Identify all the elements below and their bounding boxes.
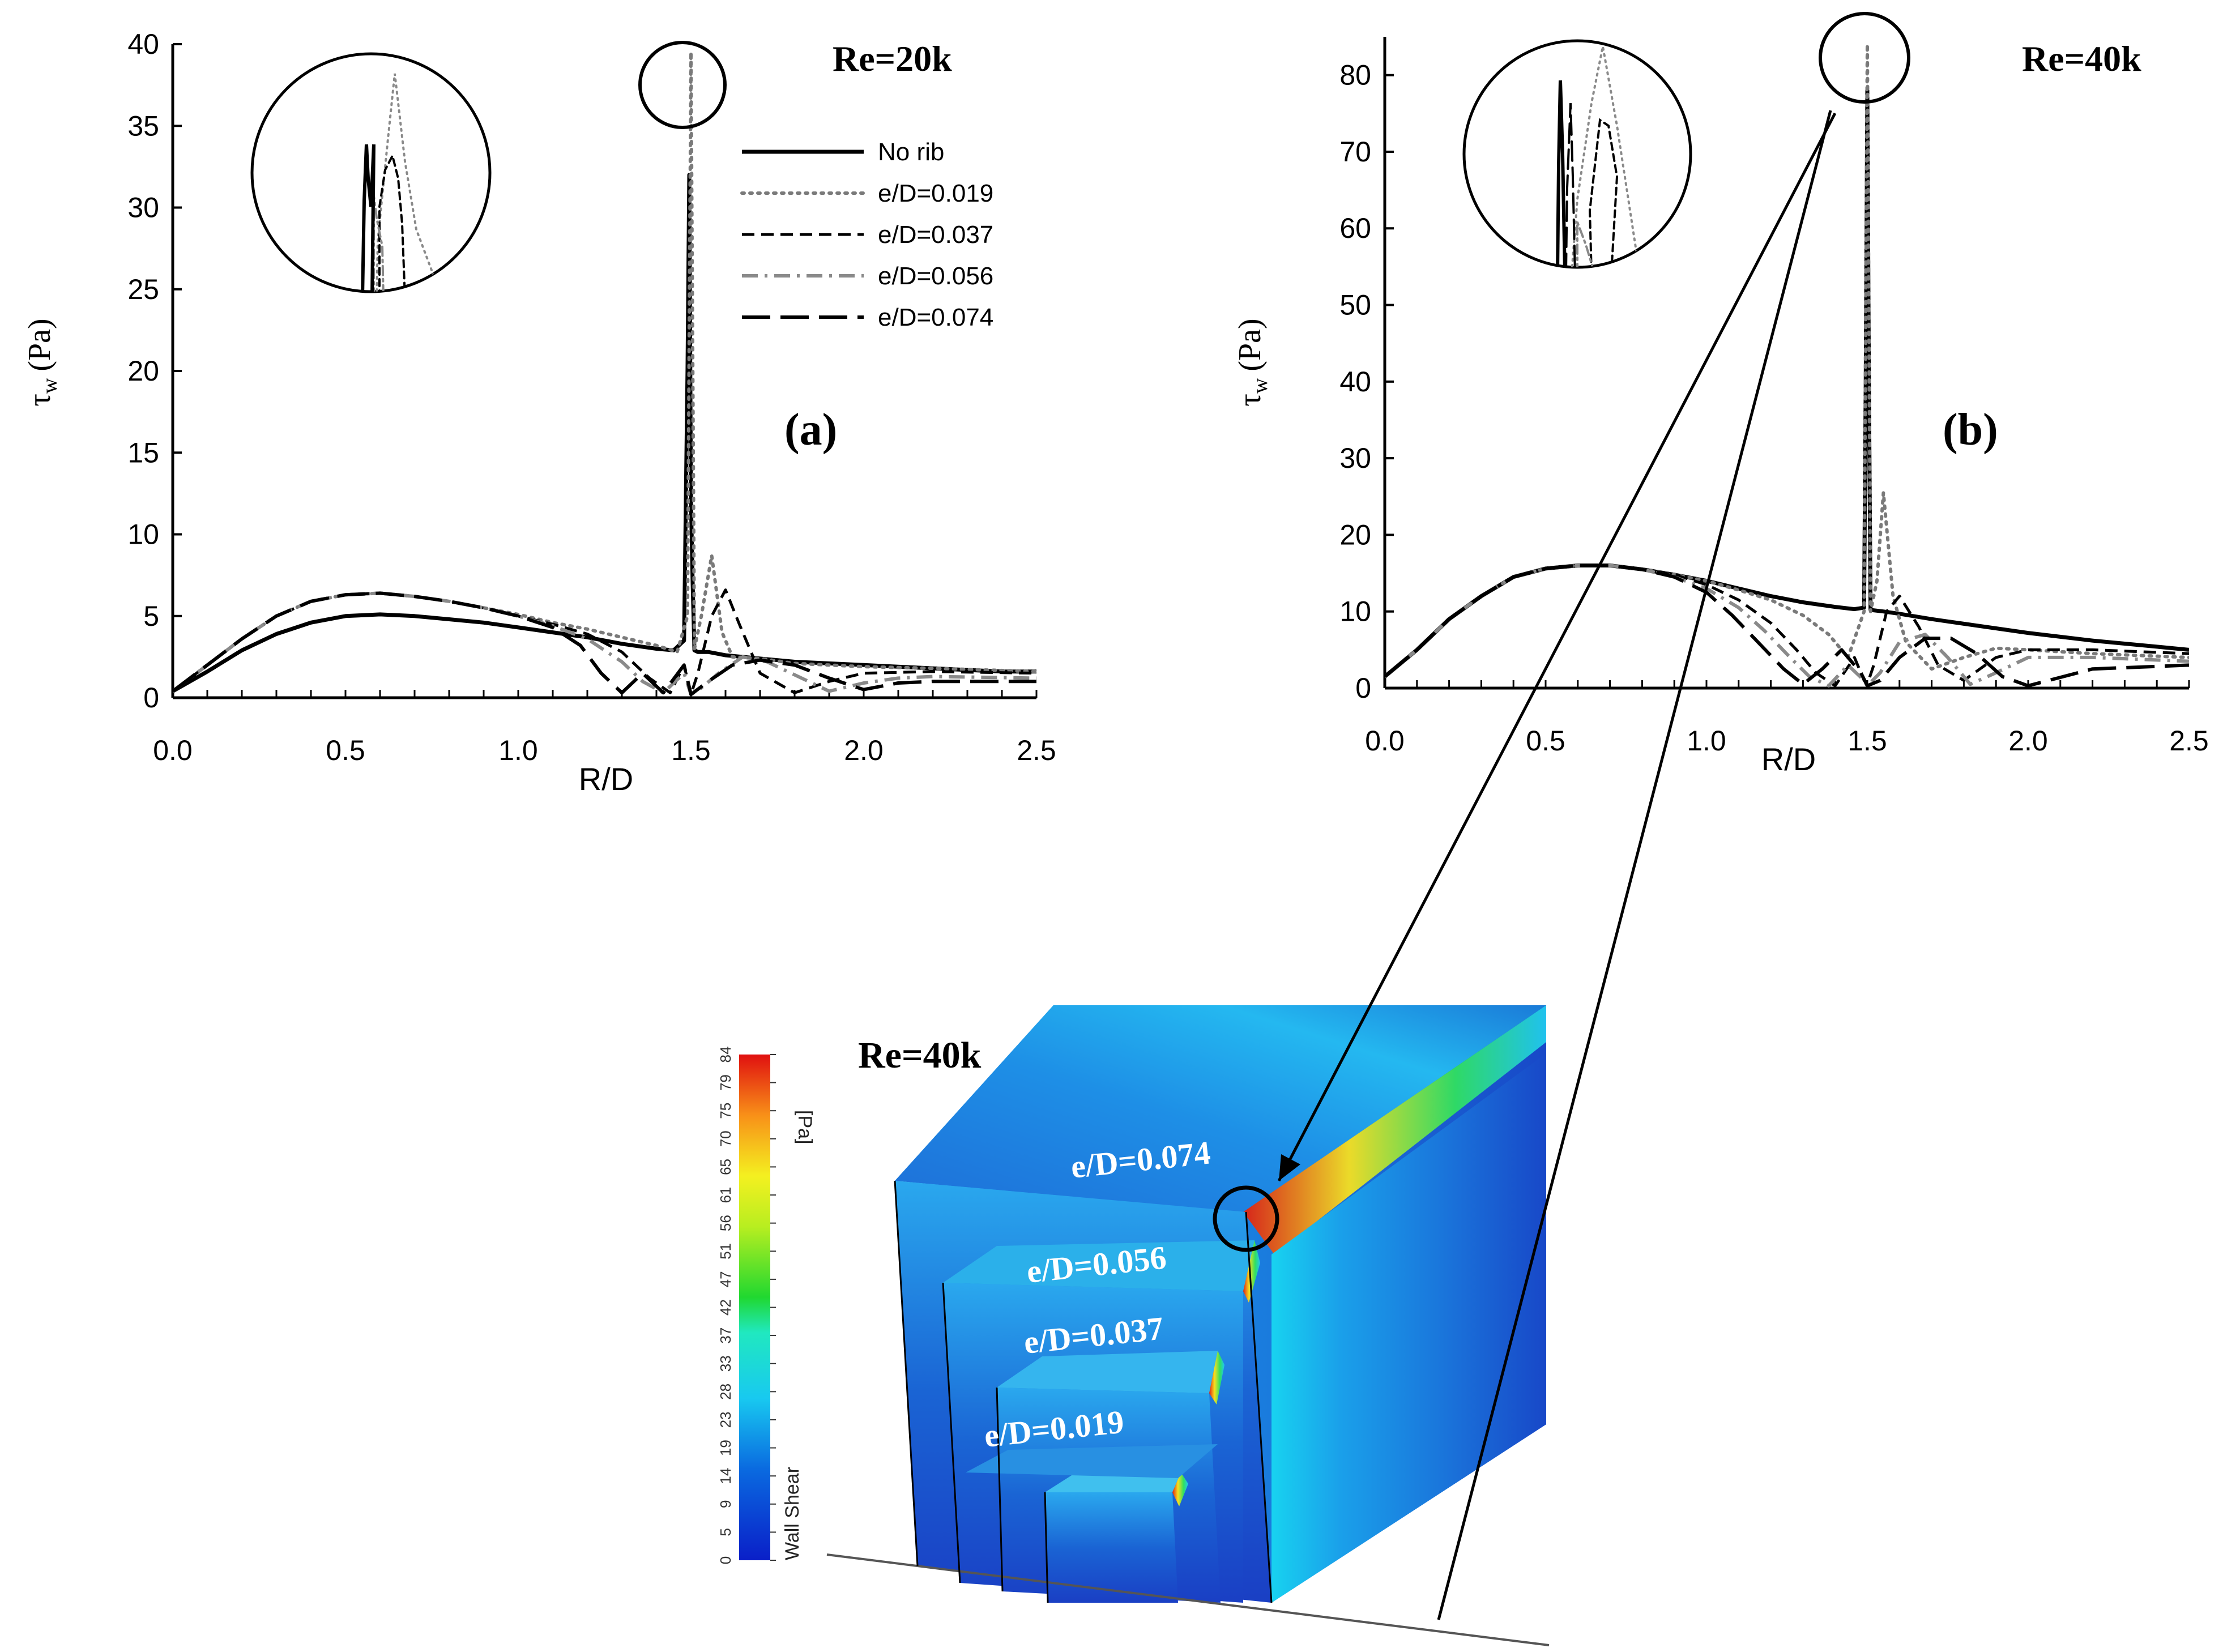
zoom-curve <box>1556 80 1567 267</box>
series-e-d-0-074 <box>1385 564 2189 688</box>
colorbar-tick-label: 70 <box>717 1130 734 1147</box>
zoom-curve <box>361 144 376 292</box>
legend-label: e/D=0.037 <box>878 221 993 249</box>
channel-geometry <box>826 1005 1550 1646</box>
y-tick-label: 40 <box>127 28 159 60</box>
connector-arrows <box>1277 110 1837 1620</box>
arrow-to-inset-bottom <box>1437 110 1832 1620</box>
colorbar-tick-label: 28 <box>717 1384 734 1400</box>
x-tick-label: 2.5 <box>2169 725 2209 757</box>
y-tick-label: 0 <box>1355 672 1371 704</box>
y-tick-label: 30 <box>1339 442 1371 474</box>
y-tick-label: 50 <box>1339 289 1371 321</box>
colorbar-tick-label: 75 <box>717 1103 734 1119</box>
y-tick-label: 25 <box>127 274 159 305</box>
inset-rib-circle <box>1213 1185 1279 1252</box>
panel-b-series <box>1385 42 2189 688</box>
x-tick-label: 1.5 <box>671 735 711 766</box>
x-tick-label: 0.0 <box>1365 725 1405 757</box>
y-tick-label: 40 <box>1339 366 1371 398</box>
panel-b-xlabel: R/D <box>1761 741 1816 777</box>
panel-b-label: (b) <box>1943 405 1998 455</box>
x-tick-label: 2.0 <box>2008 725 2048 757</box>
x-tick-label: 1.0 <box>498 735 538 766</box>
panel-b-zoom-curves <box>1556 46 1641 267</box>
y-tick-label: 5 <box>143 600 159 632</box>
y-tick-label: 30 <box>127 192 159 224</box>
colorbar-unit: [Pa] <box>794 1110 816 1144</box>
x-tick-label: 0.0 <box>153 735 193 766</box>
panel-a-zoom-curves <box>361 73 443 292</box>
arrow-head <box>1279 1154 1300 1181</box>
colorbar-tick-label: 19 <box>717 1440 734 1456</box>
inset-title: Re=40k <box>858 1035 982 1076</box>
colorbar-tick-label: 84 <box>717 1047 734 1063</box>
colorbar-tick-label: 37 <box>717 1327 734 1344</box>
x-tick-label: 1.0 <box>1687 725 1726 757</box>
panel-b-peak-circle <box>1819 12 1910 104</box>
colorbar-tick-label: 14 <box>717 1468 734 1484</box>
y-tick-label: 15 <box>127 437 159 468</box>
series-e-d-0-037 <box>173 588 1036 696</box>
colorbar-tick-label: 23 <box>717 1411 734 1428</box>
colorbar-tick-label: 33 <box>717 1355 734 1372</box>
colorbar-ticks: 0 5 9 14 19 23 28 33 37 42 47 51 56 61 65 70 75 79 84 <box>717 1047 776 1564</box>
panel-b: 0 10 20 30 40 50 60 70 80 0.0 0.5 1.0 1.5 2.0 2.5 Re=4… <box>1232 12 2209 777</box>
colorbar-tick-label: 0 <box>717 1556 734 1564</box>
y-tick-label: 60 <box>1339 212 1371 244</box>
y-tick-label: 10 <box>1339 596 1371 627</box>
zoom-curve <box>378 152 406 292</box>
colorbar-tick-label: 56 <box>717 1215 734 1231</box>
x-tick-label: 2.5 <box>1017 735 1056 766</box>
y-tick-label: 20 <box>127 355 159 387</box>
panel-a-label: (a) <box>784 405 837 455</box>
zoom-curve <box>376 73 443 292</box>
panel-a: 0 5 10 15 20 25 30 35 40 0.0 0.5 1.0 1.5 2.0 2.5 Re=20… <box>22 28 1056 797</box>
colorbar-label: Wall Shear <box>782 1467 803 1560</box>
legend-label: No rib <box>878 138 944 166</box>
panel-b-axes: 0 10 20 30 40 50 60 70 80 0.0 0.5 1.0 1.5 2.0 2.5 <box>1339 37 2209 757</box>
panel-b-title: Re=40k <box>2022 39 2141 79</box>
colorbar-tick-label: 42 <box>717 1299 734 1316</box>
y-tick-label: 35 <box>127 110 159 142</box>
y-tick-label: 10 <box>127 519 159 550</box>
zoom-curve <box>1565 103 1576 267</box>
series-no-rib <box>173 173 1036 693</box>
legend-label: e/D=0.019 <box>878 180 993 207</box>
y-tick-label: 0 <box>143 682 159 714</box>
x-tick-label: 1.5 <box>1847 725 1887 757</box>
colorbar-tick-label: 61 <box>717 1187 734 1203</box>
contour-inset: 0 5 9 14 19 23 28 33 37 42 47 51 56 61 65 70 75 79 84 Wall… <box>717 1005 1550 1646</box>
arrow-to-rib <box>1277 112 1837 1182</box>
colorbar-tick-label: 65 <box>717 1159 734 1175</box>
colorbar-tick-label: 5 <box>717 1528 734 1536</box>
zoom-curve <box>1576 221 1595 267</box>
panel-a-axes: 0 5 10 15 20 25 30 35 40 0.0 0.5 1.0 1.5 2.0 2.5 <box>127 28 1056 766</box>
colorbar-tick-label: 79 <box>717 1074 734 1091</box>
y-tick-label: 70 <box>1339 136 1371 168</box>
y-tick-label: 80 <box>1339 59 1371 91</box>
panel-a-xlabel: R/D <box>579 761 633 797</box>
x-tick-label: 0.5 <box>326 735 365 766</box>
x-tick-label: 0.5 <box>1526 725 1565 757</box>
colorbar-tick-label: 51 <box>717 1243 734 1260</box>
zoom-curve <box>1588 118 1619 267</box>
colorbar-tick-label: 47 <box>717 1271 734 1287</box>
panel-b-ylabel: τw(Pa) <box>1232 318 1272 406</box>
colorbar <box>739 1055 770 1560</box>
y-tick-label: 20 <box>1339 519 1371 550</box>
colorbar-tick-label: 9 <box>717 1500 734 1508</box>
zoom-curve <box>1571 46 1641 267</box>
series-e-d-0-056 <box>1385 564 2189 688</box>
panel-a-ylabel: τw(Pa) <box>22 318 62 406</box>
panel-a-peak-circle <box>638 41 727 129</box>
x-tick-label: 2.0 <box>844 735 884 766</box>
legend-label: e/D=0.074 <box>878 304 993 331</box>
panel-a-series <box>173 50 1036 697</box>
panel-a-title: Re=20k <box>833 39 952 79</box>
panel-a-legend: No rib e/D=0.019 e/D=0.037 e/D=0.056 e/D=0.0… <box>740 138 993 331</box>
legend-label: e/D=0.056 <box>878 262 993 290</box>
